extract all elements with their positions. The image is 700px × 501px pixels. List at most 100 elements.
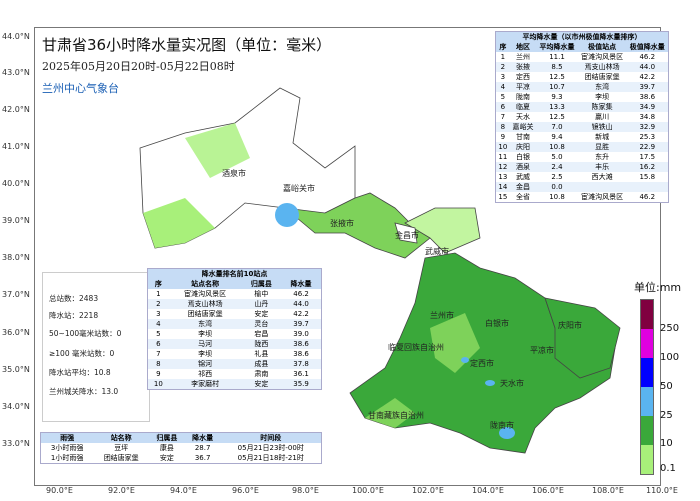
table-cell: 34.8 — [639, 113, 656, 121]
table-cell: 西大滩 — [591, 173, 613, 181]
table-cell: 6 — [500, 103, 506, 111]
city-label: 定西市 — [470, 359, 494, 368]
table-cell: 临夏 — [516, 103, 531, 111]
table-cell: 9.4 — [551, 133, 563, 141]
lat-label: 35.0°N — [2, 365, 30, 374]
rain-patch-light-south — [365, 398, 415, 428]
table-cell: 15 — [498, 193, 508, 201]
table-cell: 25.3 — [639, 133, 656, 141]
table-row: 9 甘南 9.4 新城 25.3 — [496, 132, 669, 142]
table-title: 平均降水量（以市州极值降水量排序） — [495, 31, 669, 42]
city-label: 平凉市 — [530, 346, 554, 355]
table-cell: 1小时雨强 — [50, 454, 84, 462]
lat-label: 40.0°N — [2, 179, 30, 188]
table-cell: 22.9 — [639, 143, 656, 151]
table-cell: 44.0 — [293, 300, 309, 308]
legend-label: 250 — [660, 323, 680, 334]
rain-patch-west2 — [185, 123, 250, 178]
lat-label: 38.0°N — [2, 253, 30, 262]
table-cell: 礼县 — [254, 350, 269, 358]
table-cell: 3 — [500, 73, 506, 81]
city-label: 天水市 — [500, 379, 524, 388]
table-cell: 榆中 — [254, 290, 269, 298]
table-cell: 平凉 — [516, 83, 531, 91]
average-precipitation-table: 平均降水量（以市州极值降水量排序） 序 地区 平均降水量 极值站点 极值降水量 … — [495, 31, 669, 203]
table-cell: 山丹 — [254, 300, 269, 308]
table-cell: 1 — [500, 53, 506, 61]
table-cell: 安定 — [254, 310, 269, 318]
region-wuwei — [404, 207, 481, 254]
table-cell: 10.8 — [549, 143, 565, 151]
lat-label: 37.0°N — [2, 290, 30, 299]
table-header: 地区 — [516, 43, 531, 51]
stat-line: 兰州城关降水：13.0 — [49, 387, 119, 396]
table-cell: 全省 — [516, 193, 531, 201]
table-cell: 李坝 — [198, 330, 213, 338]
table-cell: 44.0 — [639, 63, 656, 71]
table-cell: 张掖 — [516, 63, 531, 71]
lon-label: 102.0°E — [412, 486, 444, 495]
city-label: 临夏回族自治州 — [388, 343, 444, 352]
table-cell: 2 — [156, 300, 161, 308]
table-header: 极值站点 — [588, 43, 617, 51]
table-row: 4 平凉 10.7 东湾 39.7 — [495, 82, 669, 92]
table-row: 8 嘉峪关 7.0 镜铁山 32.9 — [495, 122, 669, 132]
table-header: 降水量 — [290, 280, 312, 288]
table-cell: 14 — [498, 183, 508, 191]
legend-swatch — [641, 387, 653, 416]
map-title: 甘肃省36小时降水量实况图（单位：毫米） — [42, 36, 332, 54]
rain-patch-west — [143, 198, 215, 248]
legend-swatch — [641, 358, 653, 387]
table-row: 1小时雨强 团结唐家堡 安定 36.7 05月21日18时-21时 — [41, 453, 322, 464]
table-cell: 36.7 — [194, 454, 211, 462]
table-cell: 46.2 — [639, 53, 656, 61]
legend-label: 50 — [660, 381, 673, 392]
table-cell: 9.3 — [551, 93, 563, 101]
table-cell: 3小时雨强 — [50, 444, 84, 452]
table-cell: 39.7 — [293, 320, 309, 328]
table-cell: 锦河 — [198, 360, 213, 368]
table-cell: 46.2 — [639, 193, 656, 201]
table-cell: 团结唐家堡 — [584, 73, 620, 81]
region-central — [349, 252, 616, 454]
lat-label: 42.0°N — [2, 105, 30, 114]
table-header: 序 — [154, 280, 162, 288]
top10-stations-table: 降水量排名前10站点 序 站点名称 归属县 降水量 1 宦滩沟风景区 榆中 46.2 2… — [147, 268, 322, 390]
legend-swatch — [641, 416, 653, 445]
table-header: 站名称 — [110, 434, 132, 442]
table-header: 站点名称 — [191, 280, 220, 288]
table-cell: 5 — [156, 330, 161, 338]
table-row: 4 东湾 灵台 39.7 — [147, 319, 322, 329]
lon-label: 100.0°E — [352, 486, 384, 495]
table-cell: 贏川 — [595, 113, 610, 121]
table-cell: 豆坪 — [114, 444, 129, 452]
table-row: 10 李家磨村 安定 35.9 — [147, 379, 322, 390]
table-row: 5 陇南 9.3 李坝 38.6 — [496, 92, 669, 102]
city-label: 酒泉市 — [222, 169, 246, 178]
table-cell: 焉支山林场 — [584, 63, 620, 71]
table-cell: 成县 — [254, 360, 269, 368]
table-row: 8 锦河 成县 37.8 — [147, 359, 322, 369]
table-cell: 2.4 — [551, 163, 563, 171]
table-cell: 东湾 — [198, 320, 213, 328]
table-cell: 34.9 — [639, 103, 656, 111]
heavy-rain-dingxi — [461, 357, 469, 363]
table-row: 11 白银 5.0 东升 17.5 — [496, 152, 669, 162]
heavy-rain-tianshui — [485, 380, 495, 386]
table-cell: 9 — [500, 133, 506, 141]
table-cell: 定西 — [516, 73, 531, 81]
table-row: 2 张掖 8.5 焉支山林场 44.0 — [495, 62, 669, 72]
table-row: 7 天水 12.5 贏川 34.8 — [496, 112, 669, 122]
table-cell: 42.2 — [293, 310, 309, 318]
lat-label: 36.0°N — [2, 328, 30, 337]
table-row: 15 全省 10.8 宦滩沟风景区 46.2 — [496, 192, 669, 203]
rain-intensity-table: 雨强 站名称 归属县 降水量 时间段 3小时雨强 豆坪 康县 28.7 05月21日23… — [40, 432, 322, 464]
table-cell: 肃南 — [254, 370, 269, 378]
table-row: 6 马河 陇西 38.6 — [147, 339, 322, 349]
table-cell: 安定 — [159, 454, 174, 462]
table-cell: 陈家集 — [591, 103, 613, 111]
table-row: 3 团结唐家堡 安定 42.2 — [148, 309, 322, 319]
table-cell: 李家磨村 — [191, 380, 220, 388]
table-cell: 焉支山林场 — [187, 300, 223, 308]
legend-label: 0.1 — [660, 463, 676, 474]
